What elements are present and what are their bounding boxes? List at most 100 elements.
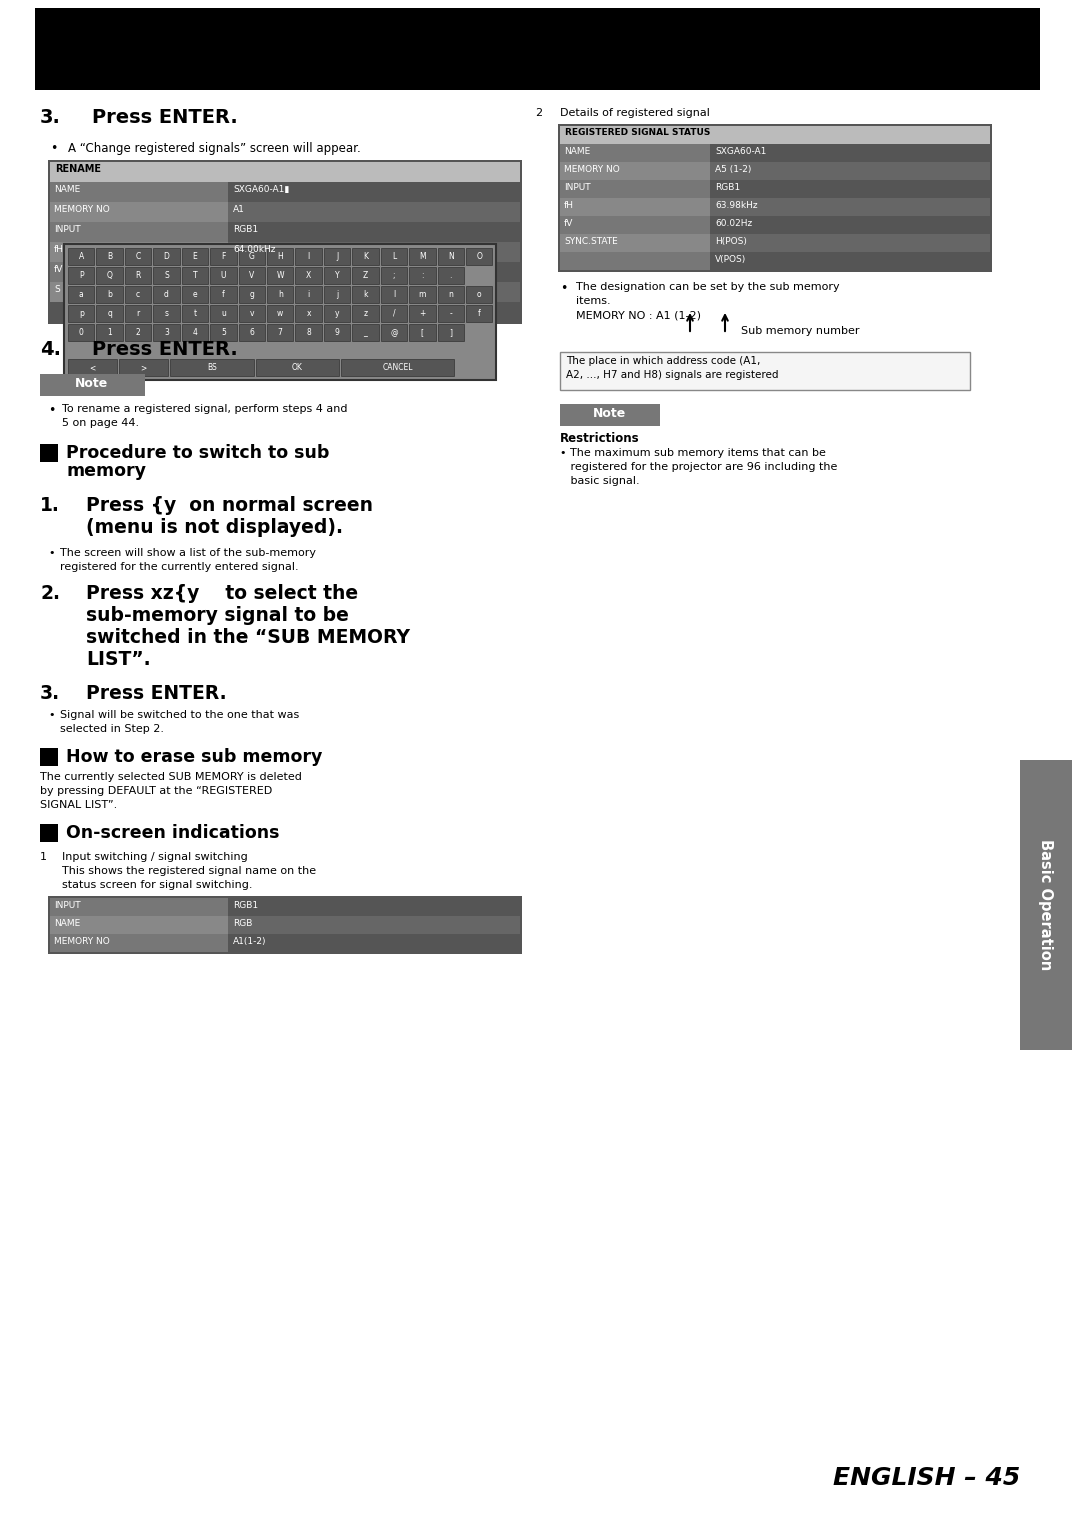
Bar <box>324 267 350 284</box>
Text: f: f <box>222 290 225 299</box>
Bar <box>153 286 179 302</box>
Bar <box>267 286 294 302</box>
Text: n: n <box>448 290 454 299</box>
Text: MEMORY NO: MEMORY NO <box>54 938 110 947</box>
Text: r: r <box>136 308 139 318</box>
Text: Signal will be switched to the one that was: Signal will be switched to the one that … <box>60 710 299 721</box>
Text: +: + <box>419 308 426 318</box>
Bar <box>50 263 228 282</box>
Text: m: m <box>419 290 426 299</box>
Text: j: j <box>336 290 338 299</box>
Text: c: c <box>136 290 140 299</box>
Text: 4: 4 <box>192 328 198 337</box>
Text: 1: 1 <box>107 328 112 337</box>
Text: Press xz{y    to select the: Press xz{y to select the <box>86 583 359 603</box>
Bar <box>50 162 519 182</box>
Text: 7: 7 <box>278 328 283 337</box>
Text: L: L <box>392 252 396 261</box>
Text: A1: A1 <box>233 205 245 214</box>
Text: A1(1-2): A1(1-2) <box>233 938 267 947</box>
Text: h: h <box>278 290 283 299</box>
Text: <: < <box>90 363 96 373</box>
Text: •: • <box>48 710 54 721</box>
Text: RGB1: RGB1 <box>233 901 258 910</box>
Text: F: F <box>221 252 226 261</box>
Text: I: I <box>308 252 310 261</box>
Text: f: f <box>477 308 481 318</box>
Text: fH: fH <box>564 202 573 211</box>
Text: registered for the currently entered signal.: registered for the currently entered sig… <box>60 562 299 573</box>
Text: s: s <box>164 308 168 318</box>
Text: 1: 1 <box>40 852 48 863</box>
Text: A: A <box>79 252 84 261</box>
Text: INPUT: INPUT <box>54 901 81 910</box>
Text: OK: OK <box>292 363 302 373</box>
Text: REGISTERED SIGNAL STATUS: REGISTERED SIGNAL STATUS <box>565 128 711 137</box>
Text: 6: 6 <box>249 328 254 337</box>
Bar <box>48 160 522 324</box>
Text: fV: fV <box>564 218 573 228</box>
Bar <box>437 247 464 266</box>
Bar <box>267 305 294 322</box>
Bar <box>352 305 379 322</box>
Bar <box>409 267 435 284</box>
Text: status screen for signal switching.: status screen for signal switching. <box>62 880 253 890</box>
Bar <box>228 263 519 282</box>
Bar <box>50 182 228 202</box>
Bar <box>40 825 58 841</box>
Text: y: y <box>335 308 339 318</box>
Text: Restrictions: Restrictions <box>561 432 639 444</box>
Bar <box>211 324 237 341</box>
Text: Note: Note <box>76 377 109 389</box>
Bar <box>380 247 407 266</box>
Text: SYNC.STATE: SYNC.STATE <box>564 237 618 246</box>
Bar <box>181 286 208 302</box>
Bar <box>125 305 151 322</box>
Text: RGB: RGB <box>233 919 253 928</box>
Bar <box>181 267 208 284</box>
Text: >: > <box>140 363 147 373</box>
Text: /: / <box>393 308 395 318</box>
Text: O: O <box>476 252 482 261</box>
Text: selected in Step 2.: selected in Step 2. <box>60 724 164 734</box>
Bar <box>437 286 464 302</box>
Text: Details of registered signal: Details of registered signal <box>561 108 710 118</box>
Bar <box>68 247 94 266</box>
Bar <box>380 305 407 322</box>
Text: D: D <box>163 252 170 261</box>
Bar <box>153 324 179 341</box>
Bar <box>380 324 407 341</box>
Text: V: V <box>249 270 255 279</box>
Text: z: z <box>363 308 367 318</box>
Text: sub-memory signal to be: sub-memory signal to be <box>86 606 349 625</box>
Text: 60.02Hz: 60.02Hz <box>715 218 753 228</box>
Bar <box>352 247 379 266</box>
Bar <box>181 305 208 322</box>
Text: INPUT: INPUT <box>564 183 591 192</box>
Text: V(POS): V(POS) <box>715 255 746 264</box>
Text: l: l <box>393 290 395 299</box>
Text: a: a <box>79 290 83 299</box>
Text: •: • <box>561 282 567 295</box>
Text: X: X <box>306 270 311 279</box>
Text: How to erase sub memory: How to erase sub memory <box>66 748 322 767</box>
Bar <box>96 267 123 284</box>
Text: Note: Note <box>593 408 626 420</box>
Text: RGB1: RGB1 <box>233 224 258 234</box>
Text: BS: BS <box>207 363 217 373</box>
Bar <box>296 267 322 284</box>
Bar <box>68 359 117 376</box>
Bar <box>561 215 710 234</box>
Text: :: : <box>421 270 423 279</box>
Text: A2, ..., H7 and H8) signals are registered: A2, ..., H7 and H8) signals are register… <box>566 370 779 380</box>
Text: 63.98kHz: 63.98kHz <box>715 202 758 211</box>
Text: A5 (1-2): A5 (1-2) <box>715 165 752 174</box>
Text: u: u <box>221 308 226 318</box>
Text: NAME: NAME <box>54 185 80 194</box>
Bar <box>561 162 710 180</box>
Text: items.: items. <box>576 296 610 305</box>
Bar <box>561 353 970 389</box>
Text: i: i <box>308 290 310 299</box>
Bar <box>409 247 435 266</box>
Text: memory: memory <box>66 463 146 479</box>
